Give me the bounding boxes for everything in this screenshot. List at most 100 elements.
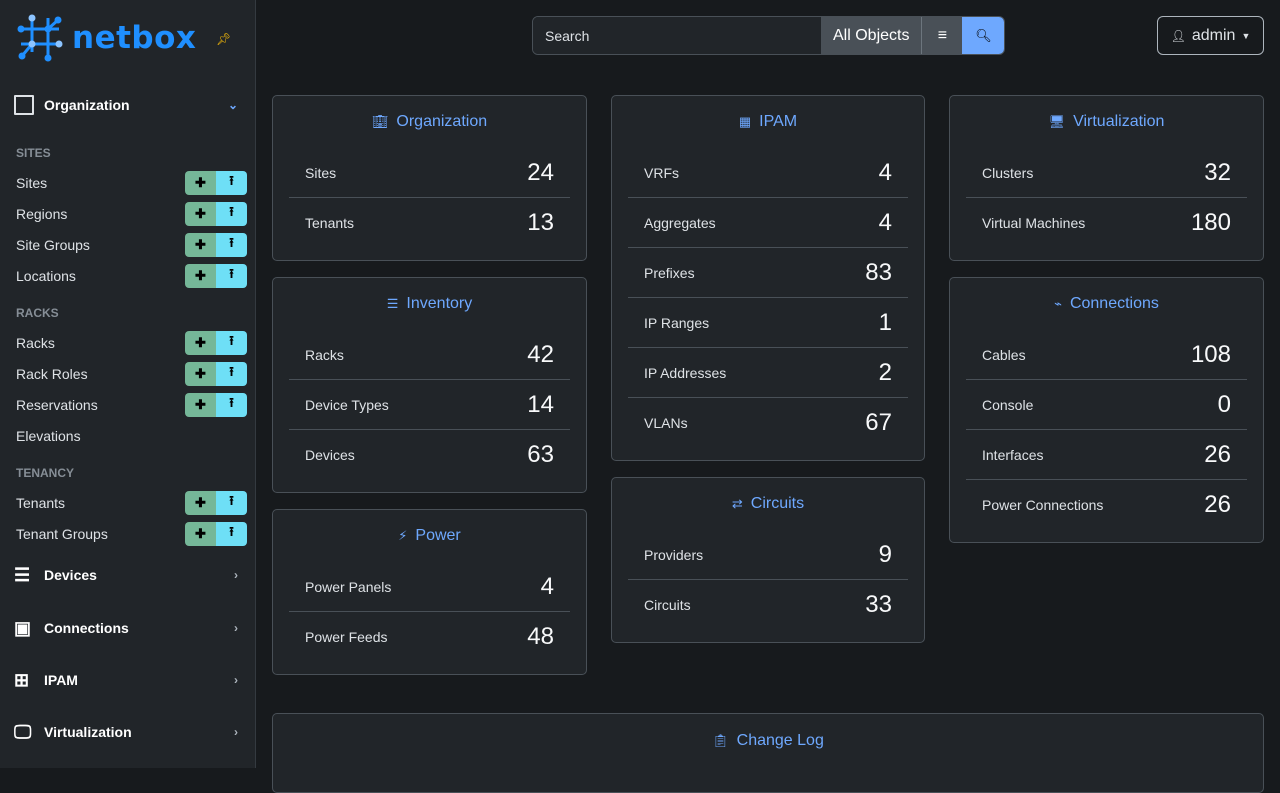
- filter-icon[interactable]: ≡: [922, 17, 963, 54]
- stat-row[interactable]: Tenants 13: [289, 198, 570, 248]
- import-button[interactable]: ⭱: [216, 362, 247, 386]
- card-title[interactable]: Connections: [1069, 295, 1159, 312]
- sidebar-item-tenant-groups[interactable]: Tenant Groups ✚ ⭱: [16, 522, 247, 546]
- import-button[interactable]: ⭱: [216, 522, 247, 546]
- stat-label[interactable]: Providers: [644, 546, 704, 563]
- sidebar-item-tenants[interactable]: Tenants ✚ ⭱: [16, 491, 247, 515]
- stat-label[interactable]: Power Feeds: [305, 629, 388, 645]
- add-button[interactable]: ✚: [185, 202, 216, 226]
- stat-row[interactable]: Device Types 14: [289, 380, 570, 430]
- sidebar-item-regions[interactable]: Regions ✚ ⭱: [16, 202, 247, 226]
- stat-row[interactable]: Interfaces 26: [966, 430, 1247, 480]
- add-button[interactable]: ✚: [185, 331, 216, 355]
- stat-row[interactable]: IP Addresses 2: [628, 348, 908, 398]
- stat-label[interactable]: VRFs: [644, 164, 679, 181]
- item-label[interactable]: Reservations: [16, 397, 98, 413]
- sidebar-item-racks[interactable]: Racks ✚ ⭱: [16, 331, 247, 355]
- card-title[interactable]: Power: [415, 527, 461, 544]
- card-title[interactable]: Circuits: [750, 495, 805, 512]
- stat-row[interactable]: Prefixes 83: [628, 248, 908, 298]
- stat-row[interactable]: Power Panels 4: [289, 562, 570, 612]
- import-button[interactable]: ⭱: [216, 331, 247, 355]
- item-label[interactable]: Tenants: [16, 495, 66, 511]
- menu-connections[interactable]: ▣ Connections ›: [0, 608, 256, 648]
- chevron-right-icon: ›: [234, 673, 238, 687]
- stat-row[interactable]: Power Connections 26: [966, 480, 1247, 530]
- sidebar-item-locations[interactable]: Locations ✚ ⭱: [16, 264, 247, 288]
- item-label[interactable]: Tenant Groups: [16, 526, 108, 542]
- search-scope-select[interactable]: All Objects: [821, 17, 923, 54]
- import-button[interactable]: ⭱: [216, 393, 247, 417]
- add-button[interactable]: ✚: [185, 393, 216, 417]
- sidebar-item-elevations[interactable]: Elevations: [16, 424, 247, 448]
- import-button[interactable]: ⭱: [216, 171, 247, 195]
- menu-devices[interactable]: ☰ Devices ›: [0, 555, 256, 595]
- search-button[interactable]: 🔍︎: [962, 17, 1005, 54]
- stat-label[interactable]: Interfaces: [982, 446, 1044, 463]
- stat-label[interactable]: Aggregates: [644, 214, 716, 231]
- item-label[interactable]: Elevations: [16, 428, 81, 444]
- stat-label[interactable]: Devices: [305, 447, 355, 463]
- item-label[interactable]: Regions: [16, 206, 68, 222]
- stat-row[interactable]: IP Ranges 1: [628, 298, 908, 348]
- menu-ipam[interactable]: ⊞ IPAM ›: [0, 660, 256, 700]
- item-label[interactable]: Rack Roles: [16, 366, 88, 382]
- item-label[interactable]: Locations: [16, 268, 76, 284]
- sidebar-item-rack-roles[interactable]: Rack Roles ✚ ⭱: [16, 362, 247, 386]
- menu-virtualization[interactable]: 🖵 Virtualization ›: [0, 712, 256, 752]
- stat-label[interactable]: Cables: [982, 346, 1026, 363]
- stat-label[interactable]: Power Panels: [305, 578, 392, 595]
- stat-row[interactable]: Circuits 33: [628, 580, 908, 630]
- card-title[interactable]: Organization: [396, 113, 488, 130]
- stat-row[interactable]: Racks 42: [289, 330, 570, 380]
- item-label[interactable]: Site Groups: [16, 237, 90, 253]
- stat-row[interactable]: Aggregates 4: [628, 198, 908, 248]
- card-title[interactable]: IPAM: [759, 113, 798, 130]
- search-input[interactable]: [533, 17, 821, 54]
- sidebar-item-site-groups[interactable]: Site Groups ✚ ⭱: [16, 233, 247, 257]
- stat-row[interactable]: Providers 9: [628, 530, 908, 580]
- add-button[interactable]: ✚: [185, 264, 216, 288]
- import-button[interactable]: ⭱: [216, 202, 247, 226]
- stat-label[interactable]: Clusters: [982, 164, 1034, 181]
- item-label[interactable]: Racks: [16, 335, 55, 351]
- add-button[interactable]: ✚: [185, 522, 216, 546]
- import-button[interactable]: ⭱: [216, 491, 247, 515]
- stat-label[interactable]: Sites: [305, 164, 337, 181]
- stat-label[interactable]: Circuits: [644, 597, 691, 613]
- stat-label[interactable]: Tenants: [305, 215, 355, 231]
- add-button[interactable]: ✚: [185, 171, 216, 195]
- stat-label[interactable]: Console: [982, 396, 1034, 413]
- stat-row[interactable]: VRFs 4: [628, 148, 908, 198]
- sidebar-item-reservations[interactable]: Reservations ✚ ⭱: [16, 393, 247, 417]
- card-title[interactable]: Virtualization: [1073, 113, 1165, 130]
- import-button[interactable]: ⭱: [216, 233, 247, 257]
- stat-row[interactable]: Devices 63: [289, 430, 570, 480]
- pin-icon[interactable]: 📌︎: [216, 32, 232, 46]
- stat-label[interactable]: VLANs: [644, 415, 688, 431]
- stat-label[interactable]: Virtual Machines: [982, 215, 1086, 231]
- item-label[interactable]: Sites: [16, 175, 48, 191]
- stat-row[interactable]: Virtual Machines 180: [966, 198, 1247, 248]
- stat-label[interactable]: Device Types: [305, 396, 389, 413]
- netbox-logo[interactable]: netbox: [16, 14, 196, 62]
- menu-organization[interactable]: Organization ⌄: [0, 85, 256, 125]
- card-title[interactable]: Inventory: [406, 295, 473, 312]
- stat-label[interactable]: Prefixes: [644, 264, 695, 281]
- stat-label[interactable]: IP Addresses: [644, 364, 727, 381]
- add-button[interactable]: ✚: [185, 362, 216, 386]
- stat-label[interactable]: IP Ranges: [644, 314, 710, 331]
- stat-row[interactable]: Cables 108: [966, 330, 1247, 380]
- add-button[interactable]: ✚: [185, 491, 216, 515]
- stat-row[interactable]: Power Feeds 48: [289, 612, 570, 662]
- stat-label[interactable]: Power Connections: [982, 497, 1104, 513]
- add-button[interactable]: ✚: [185, 233, 216, 257]
- stat-row[interactable]: Console 0: [966, 380, 1247, 430]
- import-button[interactable]: ⭱: [216, 264, 247, 288]
- stat-row[interactable]: Sites 24: [289, 148, 570, 198]
- sidebar-item-sites[interactable]: Sites ✚ ⭱: [16, 171, 247, 195]
- stat-row[interactable]: VLANs 67: [628, 398, 908, 448]
- user-menu-button[interactable]: 👤︎ admin ▼: [1157, 16, 1264, 55]
- stat-label[interactable]: Racks: [305, 346, 344, 363]
- stat-row[interactable]: Clusters 32: [966, 148, 1247, 198]
